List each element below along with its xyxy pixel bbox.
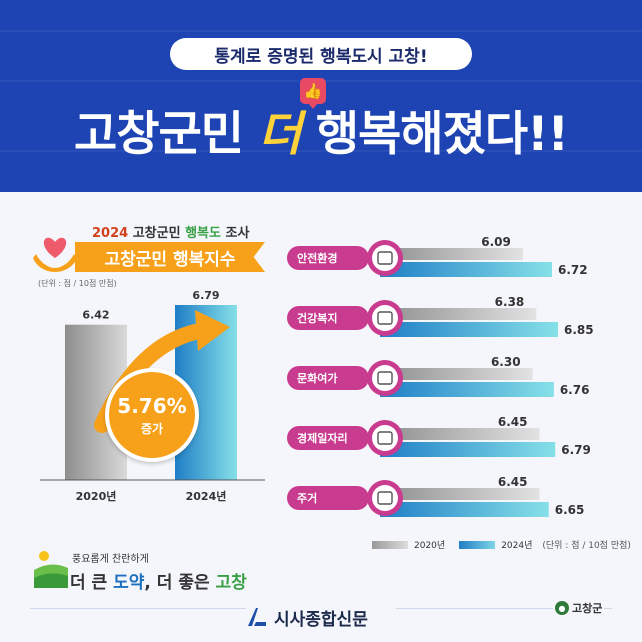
book-icon-glyph (377, 371, 393, 385)
bar-2024-value: 6.76 (560, 383, 590, 397)
bar-2024-value: 6.85 (564, 323, 594, 337)
bar-2024 (380, 502, 549, 517)
slogan-part: , 더 좋은 (144, 573, 216, 593)
county-logo: ● 고창군 (553, 600, 605, 616)
bar-2020 (380, 428, 540, 440)
slogan-part-green: 고창 (215, 573, 247, 593)
survey-part: 고창군민 (128, 226, 186, 241)
house-icon (372, 485, 398, 511)
title-part: 행복해졌다!! (300, 107, 569, 162)
bar-2020-value: 6.30 (491, 355, 521, 369)
medical-kit-icon (372, 305, 398, 331)
bar-2020 (380, 308, 537, 320)
legend-swatch-2024 (459, 540, 496, 549)
chart-legend: 2020년 2024년 (단위 : 점 / 10점 만점) (372, 538, 631, 551)
index-banner: 고창군민 행복지수 (75, 242, 265, 272)
field-landscape-icon (34, 551, 68, 588)
globe-icon (372, 245, 398, 271)
category-pill (287, 246, 369, 270)
medical-kit-icon-glyph (377, 311, 393, 325)
subtitle-pill: 통계로 증명된 행복도시 고창! (170, 38, 472, 70)
title-accent: 더 (258, 107, 301, 162)
page-title: 고창군민 더 행복해졌다!! (0, 95, 642, 164)
category-label: 안전환경 (297, 251, 337, 265)
unit-label: (단위 : 점 / 10점 만점) (38, 279, 117, 288)
survey-part-green: 행복도 (185, 226, 221, 241)
county-name: 고창군 (572, 602, 603, 615)
category-pill (287, 426, 369, 450)
book-icon (372, 365, 398, 391)
category-pill (287, 486, 369, 510)
slogan: 풍요롭게 찬란하게 더 큰 도약, 더 좋은 고창 (34, 548, 294, 596)
bar-2020-value: 6.45 (498, 415, 528, 429)
index-banner-text: 고창군민 행복지수 (104, 249, 236, 270)
subtitle-text: 통계로 증명된 행복도시 고창! (214, 46, 428, 67)
thumbs-up-icon: 👍 (300, 78, 326, 109)
category-label: 주거 (297, 491, 317, 505)
survey-title: 2024 고창군민 행복도 조사 (92, 222, 249, 241)
document-icon (372, 425, 398, 451)
bar-2020-value: 6.09 (481, 235, 511, 249)
bar-2024 (380, 442, 556, 457)
slogan-main: 더 큰 도약, 더 좋은 고창 (70, 568, 247, 593)
hands-heart-icon (33, 237, 77, 272)
increase-label: 증가 (140, 421, 164, 436)
bar-2024-value: 6.79 (561, 443, 591, 457)
survey-part: 조사 (220, 226, 250, 241)
slogan-part-blue: 도약 (113, 573, 145, 593)
bar-2020-value: 6.45 (498, 475, 528, 489)
survey-year: 2024 (92, 226, 129, 241)
document-icon-glyph (377, 431, 393, 445)
category-label: 경제일자리 (297, 431, 348, 445)
category-pill (287, 366, 369, 390)
bar-value-label: 6.42 (82, 309, 109, 322)
press-mark-icon (248, 608, 266, 626)
bar-2020 (380, 248, 523, 260)
increase-pct: 5.76% (117, 393, 187, 418)
legend-unit: (단위 : 점 / 10점 만점) (542, 541, 631, 551)
x-tick-label: 2020년 (76, 489, 117, 503)
x-tick-label: 2024년 (186, 489, 227, 503)
press-logo: 시사종합신문 (246, 602, 396, 632)
category-label: 문화여가 (297, 371, 337, 385)
legend-label-2024: 2024년 (501, 541, 533, 551)
bar-2024-value: 6.72 (558, 263, 588, 277)
slogan-top: 풍요롭게 찬란하게 (72, 554, 149, 565)
bar-2024 (380, 322, 558, 337)
slogan-part: 더 큰 (70, 573, 114, 593)
increase-badge: 5.76% 증가 (105, 368, 199, 462)
bar-2020 (380, 368, 533, 380)
growth-arrow-head (195, 310, 230, 351)
bar-2024 (380, 382, 554, 397)
house-icon-glyph (377, 491, 393, 505)
legend-label-2020: 2020년 (414, 541, 446, 551)
bar-2024 (380, 262, 552, 277)
title-part: 고창군민 (73, 107, 259, 162)
bar-2020-value: 6.38 (495, 295, 525, 309)
county-seal-icon: ● (555, 601, 569, 615)
bar-value-label: 6.79 (192, 289, 219, 302)
bar-2024-value: 6.65 (555, 503, 585, 517)
bar-2020 (380, 488, 540, 500)
press-name: 시사종합신문 (274, 609, 368, 630)
globe-icon-glyph (377, 251, 393, 265)
category-pill (287, 306, 369, 330)
category-comparison-chart: 6.09 6.72 안전환경 6.38 6.85 건강복지 6.30 6.76 문화여가 6.45… (287, 235, 594, 517)
legend-swatch-2020 (372, 540, 408, 549)
category-label: 건강복지 (297, 311, 337, 325)
